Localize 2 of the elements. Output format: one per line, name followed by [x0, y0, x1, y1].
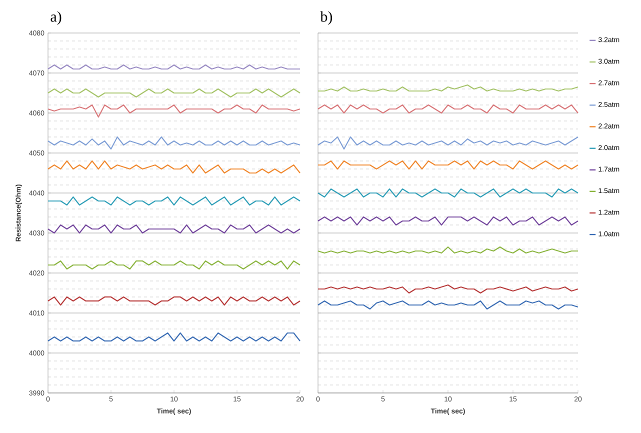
chart-title: b) [320, 11, 332, 25]
chart-title: a) [50, 11, 62, 25]
